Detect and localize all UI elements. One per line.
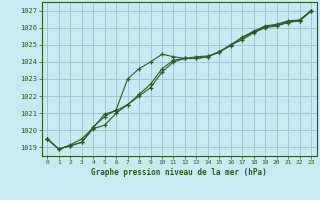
X-axis label: Graphe pression niveau de la mer (hPa): Graphe pression niveau de la mer (hPa) <box>91 168 267 177</box>
